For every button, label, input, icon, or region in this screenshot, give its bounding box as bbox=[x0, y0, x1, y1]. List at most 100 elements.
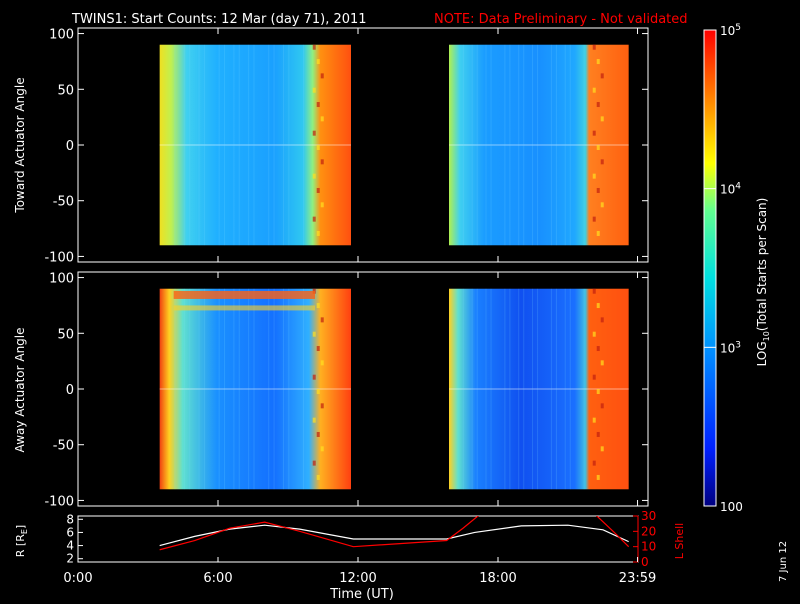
heatmap-noise bbox=[320, 317, 324, 323]
heatmap-noise bbox=[592, 130, 596, 136]
orbit-ylabel-left-main: R [R bbox=[14, 534, 27, 557]
heatmap-noise bbox=[320, 403, 324, 409]
heatmap-noise bbox=[316, 474, 320, 480]
heatmap-noise bbox=[596, 431, 600, 437]
heatmap-noise bbox=[600, 202, 604, 208]
heatmap-noise bbox=[316, 102, 320, 108]
colorbar-label-end: (Total Starts per Scan) bbox=[755, 198, 769, 332]
heatmap-noise bbox=[596, 145, 600, 150]
heatmap-noise bbox=[316, 59, 320, 65]
time-axis-label: Time (UT) bbox=[329, 587, 394, 600]
heatmap-noise bbox=[600, 317, 604, 323]
heatmap-noise bbox=[312, 173, 316, 179]
heatmap-noise bbox=[600, 446, 604, 452]
heatmap-noise bbox=[596, 303, 600, 309]
heatmap-noise bbox=[316, 145, 320, 150]
orbit-ylabel-left-sub: E bbox=[20, 529, 29, 534]
away-ylabel: Away Actuator Angle bbox=[13, 327, 27, 452]
preliminary-note: NOTE: Data Preliminary - Not validated bbox=[434, 12, 688, 27]
ytick-label: 0 bbox=[66, 383, 74, 398]
ytick-label: 100 bbox=[49, 272, 74, 287]
colorbar-tick-exp: 5 bbox=[735, 23, 741, 33]
heatmap-noise bbox=[600, 159, 604, 165]
heatmap-noise bbox=[592, 374, 596, 380]
time-tick-label: 18:00 bbox=[479, 571, 516, 586]
orbit-ytick-left-label: 4 bbox=[66, 539, 74, 553]
heatmap-noise bbox=[320, 446, 324, 452]
time-tick-label: 0:00 bbox=[63, 571, 92, 586]
heatmap-noise bbox=[596, 59, 600, 65]
heatmap-noise bbox=[592, 331, 596, 337]
heatmap-noise bbox=[320, 159, 324, 165]
colorbar-tick-base: 10 bbox=[720, 183, 735, 197]
heatmap-noise bbox=[592, 87, 596, 93]
heatmap-noise bbox=[312, 216, 316, 222]
colorbar-tick-label: 103 bbox=[720, 340, 741, 355]
time-tick-label: 12:00 bbox=[339, 571, 376, 586]
heatmap-noise bbox=[596, 346, 600, 352]
heatmap-noise bbox=[316, 230, 320, 236]
orbit-ytick-left-label: 6 bbox=[66, 525, 74, 539]
orbit-ytick-right-label: 10 bbox=[641, 540, 656, 554]
colorbar-tick-exp: 3 bbox=[735, 340, 741, 350]
heatmap-noise bbox=[316, 303, 320, 309]
heatmap-noise bbox=[600, 116, 604, 122]
heatmap-noise bbox=[312, 87, 316, 93]
orbit-ylabel-left: R [RE] bbox=[14, 525, 29, 557]
ytick-label: -50 bbox=[53, 195, 74, 210]
heatmap-noise bbox=[592, 460, 596, 466]
heatmap-noise bbox=[596, 230, 600, 236]
colorbar-label-main: LOG bbox=[755, 341, 769, 366]
colorbar-tick-label: 105 bbox=[720, 23, 741, 38]
ytick-label: 0 bbox=[66, 139, 74, 154]
colorbar-tick-base: 10 bbox=[720, 341, 735, 355]
orbit-ylabel-right: L Shell bbox=[673, 523, 686, 559]
heatmap-noise bbox=[316, 389, 320, 394]
heatmap-noise bbox=[596, 389, 600, 394]
heatmap-noise bbox=[316, 431, 320, 437]
colorbar-tick-base: 100 bbox=[720, 500, 743, 514]
colorbar-label: LOG10(Total Starts per Scan) bbox=[755, 198, 771, 367]
heatmap-noise bbox=[592, 216, 596, 222]
colorbar-label-sub: 10 bbox=[762, 331, 771, 341]
heatmap-noise bbox=[596, 102, 600, 108]
colorbar-tick-exp: 4 bbox=[735, 182, 741, 192]
orbit-ytick-right-label: 20 bbox=[641, 524, 656, 538]
heatmap-noise bbox=[312, 130, 316, 136]
colorbar-gradient bbox=[703, 29, 717, 507]
heatmap-noise bbox=[592, 173, 596, 179]
figure-title: TWINS1: Start Counts: 12 Mar (day 71), 2… bbox=[71, 12, 367, 27]
heatmap-noise bbox=[592, 417, 596, 423]
heatmap-noise bbox=[600, 73, 604, 79]
heatmap-noise bbox=[596, 474, 600, 480]
time-tick-label: 6:00 bbox=[203, 571, 232, 586]
orbit-ytick-left-label: 2 bbox=[66, 552, 74, 566]
colorbar-tick-base: 10 bbox=[720, 24, 735, 38]
heatmap-noise bbox=[316, 187, 320, 193]
panel-away: 100 50 0 -50 -100 Away Actuator Angle bbox=[13, 271, 649, 509]
heatmap-noise bbox=[312, 460, 316, 466]
time-tick-label: 23:59 bbox=[619, 571, 656, 586]
heatmap-noise bbox=[320, 116, 324, 122]
heatmap-noise bbox=[592, 44, 596, 50]
ytick-label: 100 bbox=[49, 28, 74, 43]
heatmap-noise bbox=[320, 360, 324, 366]
orbit-ytick-right-label: 0 bbox=[641, 555, 649, 569]
orbit-ytick-left-label: 8 bbox=[66, 512, 74, 526]
heatmap-noise bbox=[316, 346, 320, 352]
heatmap-noise bbox=[320, 202, 324, 208]
colorbar-tick-label: 104 bbox=[720, 182, 741, 197]
heatmap-noise bbox=[600, 360, 604, 366]
orbit-ylabel-left-end: ] bbox=[14, 525, 27, 529]
ytick-label: 50 bbox=[57, 83, 74, 98]
colorbar-tick-label: 100 bbox=[720, 500, 743, 514]
ytick-label: 50 bbox=[57, 327, 74, 342]
heatmap-noise bbox=[320, 73, 324, 79]
heatmap-band bbox=[173, 305, 315, 311]
heatmap-band bbox=[173, 290, 315, 299]
heatmap-noise bbox=[312, 331, 316, 337]
ytick-label: -100 bbox=[44, 250, 74, 265]
